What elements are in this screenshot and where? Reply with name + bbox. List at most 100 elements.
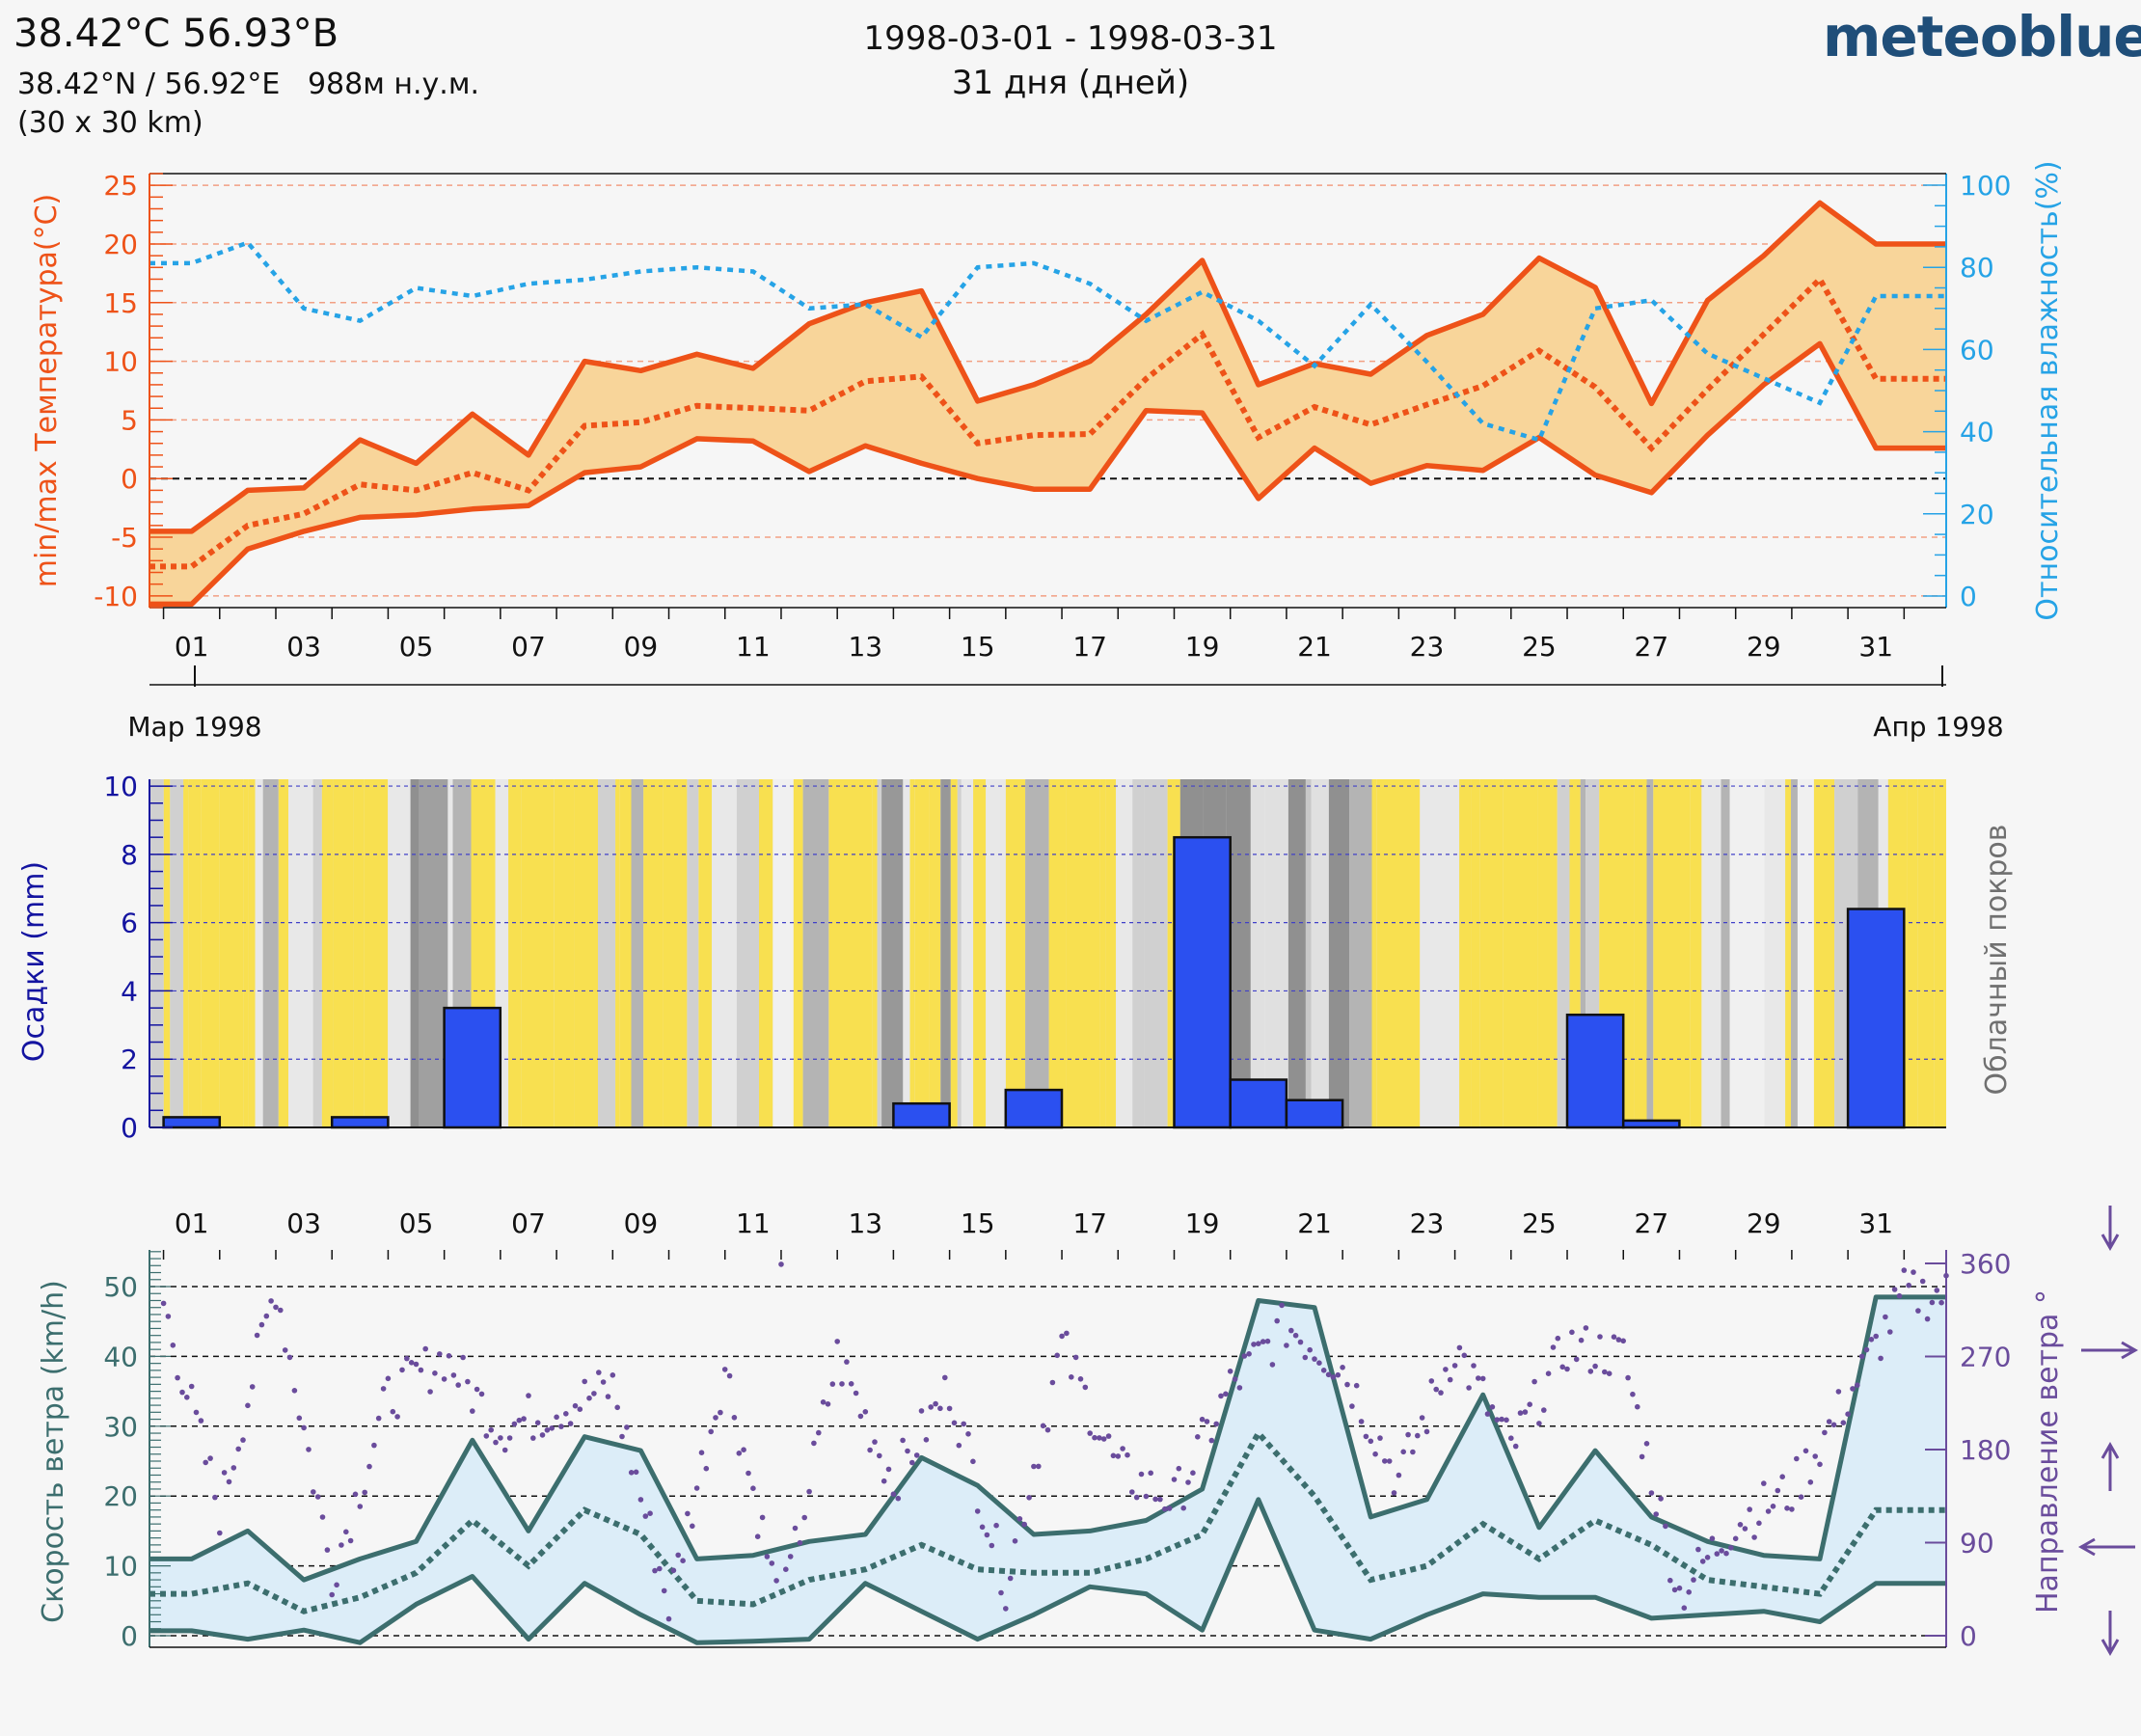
- cloud-strip: [1537, 779, 1543, 1127]
- cloud-strip: [712, 779, 737, 1127]
- day-label: 05: [399, 631, 434, 663]
- cloud-strip: [1144, 779, 1168, 1127]
- humidity-tick-label: 20: [1960, 499, 1994, 530]
- wind-direction-point: [820, 1399, 827, 1405]
- wind-direction-point: [1858, 1353, 1865, 1360]
- month-label-mar: Мар 1998: [127, 711, 261, 743]
- cloud-strip: [851, 779, 873, 1127]
- wind-direction-point: [637, 1497, 644, 1503]
- precip-bar: [1173, 835, 1232, 1129]
- wind-direction-point: [474, 1386, 480, 1393]
- cloud-strip: [1752, 779, 1765, 1127]
- wind-direction-point: [1396, 1472, 1402, 1478]
- wind-direction-point: [498, 1435, 503, 1441]
- wind-dir-tick-label: 270: [1960, 1342, 2011, 1373]
- precip-bar: [892, 1101, 951, 1129]
- cloud-strip: [973, 779, 987, 1127]
- wind-direction-point: [1807, 1479, 1814, 1485]
- wind-direction-point: [1069, 1374, 1074, 1380]
- cloud-strip: [828, 779, 852, 1127]
- wind-direction-point: [652, 1567, 658, 1574]
- wind-direction-point: [306, 1447, 312, 1452]
- wind-direction-point: [890, 1491, 897, 1497]
- wind-direction-point: [1620, 1338, 1626, 1344]
- wind-dir-tick-label: 360: [1960, 1248, 2011, 1280]
- wind-direction-point: [226, 1478, 232, 1485]
- wind-direction-point: [1363, 1433, 1369, 1440]
- precip-tick-label: 0: [121, 1112, 138, 1144]
- wind-direction-point: [455, 1382, 462, 1388]
- wind-direction-point: [1415, 1432, 1421, 1439]
- wind-direction-point: [1433, 1386, 1439, 1393]
- wind-direction-point: [1302, 1354, 1309, 1361]
- wind-direction-point: [586, 1395, 592, 1401]
- wind-direction-point: [708, 1428, 714, 1435]
- wind-direction-point: [165, 1314, 172, 1319]
- precip-tick-label: 2: [121, 1044, 138, 1075]
- wind-direction-point: [867, 1447, 873, 1453]
- cloud-strip: [1791, 779, 1798, 1127]
- cloud-strip: [1471, 779, 1480, 1127]
- wind-direction-point: [203, 1459, 208, 1466]
- wind-direction-point: [198, 1418, 204, 1424]
- wind-direction-point: [726, 1372, 733, 1379]
- cloud-strip: [1434, 779, 1459, 1127]
- humidity-tick-label: 100: [1960, 170, 2011, 202]
- wind-direction-point: [956, 1442, 962, 1449]
- wind-direction-point: [240, 1437, 246, 1443]
- wind-day-label: 21: [1297, 1207, 1332, 1239]
- wind-direction-point: [1410, 1449, 1416, 1455]
- wind-direction-point: [1274, 1317, 1280, 1324]
- wind-direction-point: [1592, 1363, 1598, 1370]
- cloud-strip: [1105, 779, 1117, 1127]
- wind-direction-point: [1016, 1516, 1023, 1522]
- cloud-strip: [288, 779, 313, 1127]
- wind-direction-point: [582, 1378, 587, 1385]
- wind-direction-point: [493, 1439, 499, 1446]
- wind-direction-point: [366, 1463, 372, 1470]
- wind-direction-point: [1878, 1355, 1884, 1362]
- cloud-strip: [872, 779, 878, 1127]
- wind-direction-point: [1241, 1353, 1248, 1359]
- wind-direction-point: [1251, 1342, 1257, 1347]
- wind-direction-point: [1756, 1520, 1762, 1527]
- wind-direction-point: [1012, 1538, 1018, 1544]
- wind-direction-point: [979, 1524, 986, 1531]
- wind-direction-point: [745, 1470, 751, 1477]
- wind-direction-point: [371, 1442, 377, 1449]
- humidity-tick-label: 80: [1960, 252, 1994, 284]
- wind-day-label: 23: [1410, 1207, 1445, 1239]
- wind-direction-point: [170, 1343, 176, 1348]
- cloud-strip: [940, 779, 951, 1127]
- wind-direction-point: [989, 1542, 995, 1549]
- north-wind-arrow-icon: [2100, 1611, 2120, 1657]
- wind-direction-point: [1681, 1605, 1688, 1611]
- wind-direction-point: [754, 1533, 761, 1539]
- day-label: 13: [848, 631, 882, 663]
- wind-direction-point: [188, 1383, 195, 1390]
- wind-direction-point: [1709, 1535, 1716, 1541]
- day-label: 17: [1072, 631, 1107, 663]
- wind-direction-point: [1115, 1453, 1122, 1459]
- wind-direction-point: [1751, 1534, 1757, 1540]
- cloud-strip: [1729, 779, 1753, 1127]
- precip-tick-label: 8: [121, 839, 138, 871]
- wind-direction-point: [1471, 1363, 1477, 1369]
- cloud-strip: [1459, 779, 1472, 1127]
- wind-direction-point: [558, 1424, 564, 1429]
- wind-direction-point: [1353, 1382, 1360, 1389]
- wind-direction-point: [1110, 1452, 1117, 1459]
- cloud-strip: [736, 779, 760, 1127]
- temp-tick-label: 15: [103, 287, 138, 319]
- cloud-strip: [615, 779, 620, 1127]
- wind-direction-point: [1026, 1495, 1032, 1501]
- cloud-strip: [687, 779, 699, 1127]
- west-wind-arrow-icon: [2081, 1341, 2139, 1360]
- wind-direction-point: [1419, 1415, 1425, 1421]
- wind-direction-point: [1484, 1411, 1491, 1417]
- wind-direction-point: [1798, 1494, 1804, 1500]
- wind-direction-point: [530, 1435, 536, 1441]
- wind-direction-point: [970, 1458, 976, 1465]
- wind-direction-point: [1082, 1384, 1089, 1391]
- wind-direction-point: [539, 1432, 546, 1438]
